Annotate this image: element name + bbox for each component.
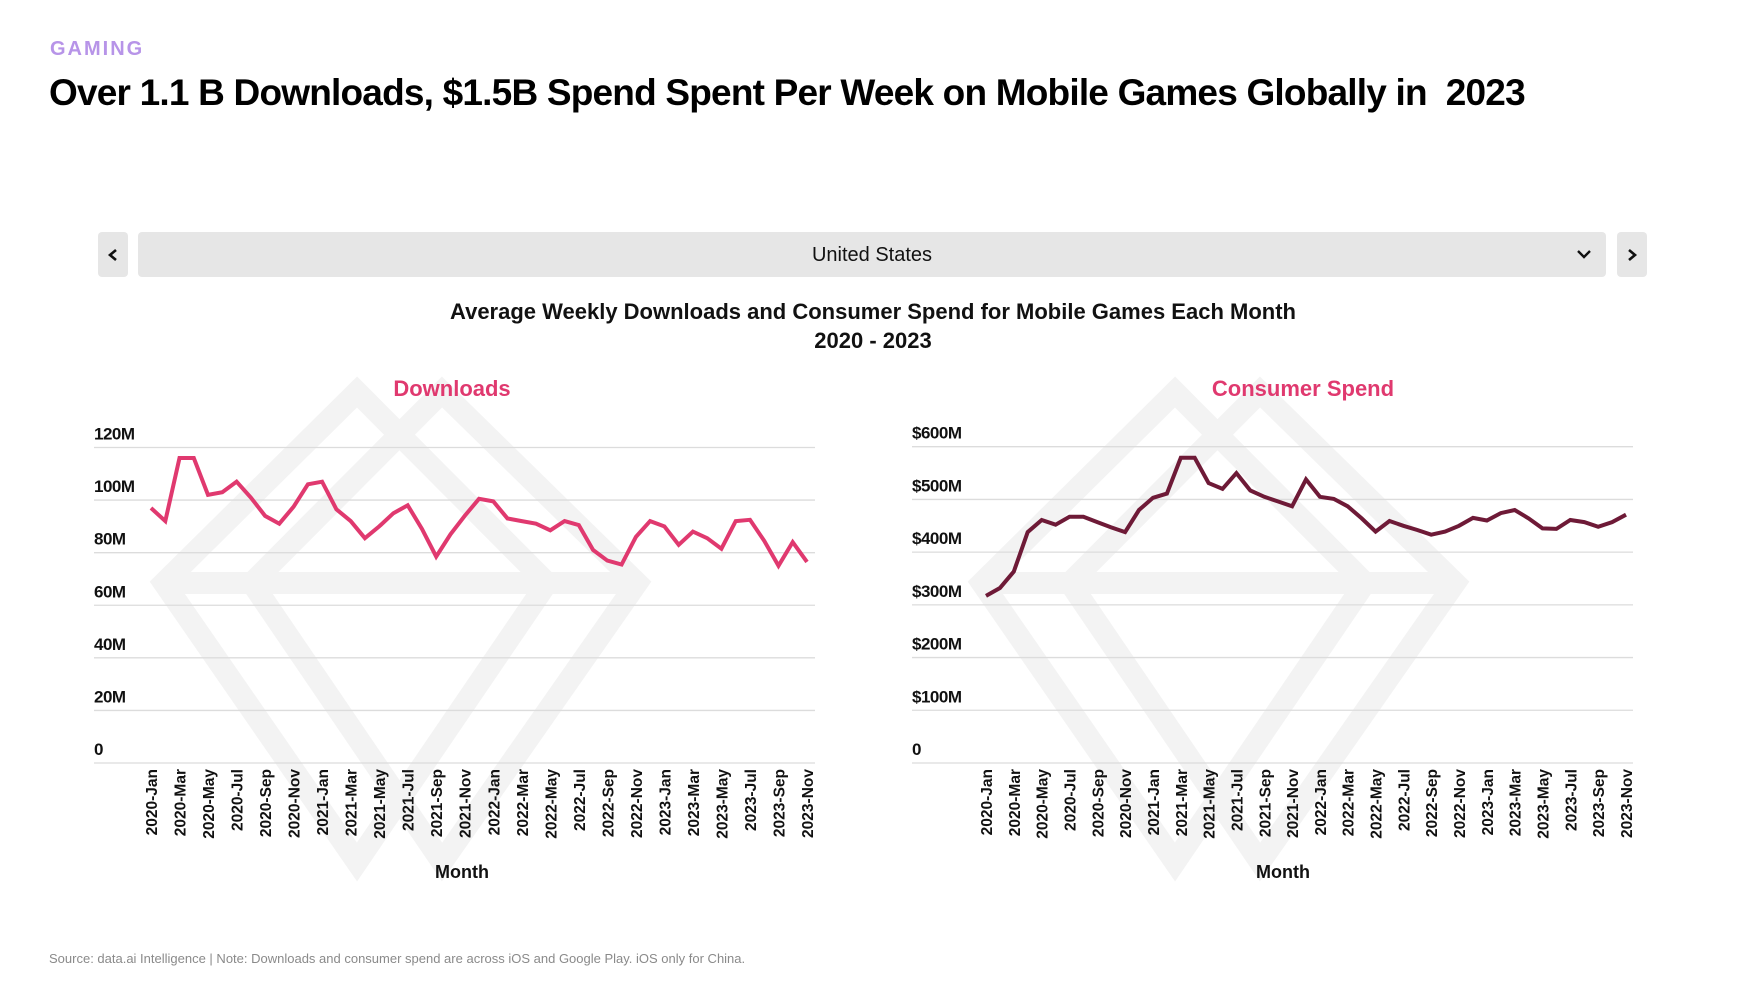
x-tick-label: 2021-Sep bbox=[1257, 769, 1274, 837]
x-tick-label: 2021-Sep bbox=[429, 769, 446, 837]
x-tick-label: 2020-Jul bbox=[1062, 769, 1079, 831]
y-tick-label: 60M bbox=[94, 582, 126, 601]
chart-title: Average Weekly Downloads and Consumer Sp… bbox=[450, 299, 1296, 324]
x-tick-label: 2023-Mar bbox=[686, 769, 703, 836]
y-tick-label: 0 bbox=[912, 740, 921, 759]
x-tick-label: 2021-May bbox=[1202, 769, 1219, 839]
x-tick-label: 2021-Mar bbox=[344, 769, 361, 836]
x-tick-label: 2020-Jan bbox=[144, 769, 161, 835]
x-tick-label: 2021-May bbox=[372, 769, 389, 839]
x-tick-label: 2021-Jan bbox=[315, 769, 332, 835]
x-tick-label: 2022-Mar bbox=[1341, 769, 1358, 836]
x-tick-label: 2020-Jan bbox=[979, 769, 996, 835]
y-tick-label: 20M bbox=[94, 687, 126, 706]
x-tick-label: 2021-Mar bbox=[1174, 769, 1191, 836]
x-tick-label: 2022-May bbox=[1369, 769, 1386, 839]
y-tick-label: $200M bbox=[912, 635, 962, 654]
x-tick-label: 2020-Nov bbox=[1118, 769, 1135, 838]
watermark-logo bbox=[149, 376, 652, 882]
x-tick-label: 2022-Sep bbox=[600, 769, 617, 837]
downloads-chart: 0 20M 40M 60M 80M 100M 120M Downloads 2020-Jan 20… bbox=[94, 376, 817, 882]
page-title: Over 1.1 B Downloads, $1.5B Spend Spent … bbox=[49, 72, 1526, 113]
x-tick-label: 2023-May bbox=[714, 769, 731, 839]
y-tick-label: 120M bbox=[94, 425, 135, 444]
y-tick-label: $100M bbox=[912, 687, 962, 706]
x-tick-label: 2023-Jul bbox=[743, 769, 760, 831]
section-eyebrow: GAMING bbox=[50, 38, 145, 60]
x-tick-label: 2022-Jul bbox=[572, 769, 589, 831]
x-tick-label: 2020-May bbox=[1035, 769, 1052, 839]
x-tick-label: 2020-Sep bbox=[258, 769, 275, 837]
x-tick-label: 2020-Mar bbox=[1007, 769, 1024, 836]
country-dropdown-value: United States bbox=[811, 244, 933, 266]
x-tick-label: 2023-Jan bbox=[657, 769, 674, 835]
y-tick-label: $300M bbox=[912, 582, 962, 601]
x-tick-label: 2020-May bbox=[201, 769, 218, 839]
x-tick-label: 2022-Jan bbox=[486, 769, 503, 835]
watermark-logo bbox=[967, 376, 1470, 882]
panel-title: Downloads bbox=[393, 376, 510, 401]
x-tick-label: 2021-Nov bbox=[1285, 769, 1302, 838]
x-tick-label: 2021-Jul bbox=[401, 769, 418, 831]
chevron-down-icon bbox=[1577, 250, 1591, 259]
country-dropdown[interactable]: United States bbox=[138, 232, 1606, 277]
x-tick-label: 2023-Nov bbox=[800, 769, 817, 838]
chevron-left-icon bbox=[107, 248, 117, 261]
y-tick-label: 0 bbox=[94, 740, 103, 759]
x-tick-label: 2023-Jan bbox=[1480, 769, 1497, 835]
x-tick-label: 2022-Nov bbox=[629, 769, 646, 838]
x-tick-label: 2021-Jan bbox=[1146, 769, 1163, 835]
panel-title: Consumer Spend bbox=[1212, 376, 1394, 401]
y-tick-label: $400M bbox=[912, 529, 962, 548]
y-tick-label: 100M bbox=[94, 477, 135, 496]
x-tick-label: 2021-Jul bbox=[1229, 769, 1246, 831]
y-tick-label: $600M bbox=[912, 424, 962, 443]
x-tick-label: 2023-Mar bbox=[1508, 769, 1525, 836]
x-tick-label: 2022-Nov bbox=[1452, 769, 1469, 838]
x-tick-label: 2023-Sep bbox=[1591, 769, 1608, 837]
y-tick-label: 40M bbox=[94, 635, 126, 654]
chart-subtitle: 2020 - 2023 bbox=[814, 328, 932, 353]
x-tick-label: 2023-May bbox=[1536, 769, 1553, 839]
x-tick-label: 2020-Jul bbox=[230, 769, 247, 831]
x-tick-label: 2023-Jul bbox=[1563, 769, 1580, 831]
x-tick-label: 2023-Sep bbox=[771, 769, 788, 837]
x-tick-label: 2023-Nov bbox=[1619, 769, 1636, 838]
x-axis-title: Month bbox=[435, 862, 489, 882]
x-tick-label: 2020-Mar bbox=[173, 769, 190, 836]
x-axis-title: Month bbox=[1256, 862, 1310, 882]
chevron-right-icon bbox=[1628, 248, 1638, 261]
x-tick-label: 2021-Nov bbox=[458, 769, 475, 838]
x-tick-label: 2022-Jan bbox=[1313, 769, 1330, 835]
x-tick-label: 2022-Sep bbox=[1424, 769, 1441, 837]
y-tick-label: $500M bbox=[912, 476, 962, 495]
y-tick-label: 80M bbox=[94, 530, 126, 549]
consumer-spend-chart: 0 $100M $200M $300M $400M $500M $600M Consumer … bbox=[912, 376, 1636, 882]
x-tick-label: 2020-Nov bbox=[287, 769, 304, 838]
x-tick-label: 2022-May bbox=[543, 769, 560, 839]
x-tick-label: 2022-Mar bbox=[515, 769, 532, 836]
next-button[interactable] bbox=[1617, 232, 1647, 277]
source-note: Source: data.ai Intelligence | Note: Dow… bbox=[49, 951, 746, 966]
x-tick-label: 2020-Sep bbox=[1090, 769, 1107, 837]
previous-button[interactable] bbox=[98, 232, 128, 277]
x-tick-label: 2022-Jul bbox=[1396, 769, 1413, 831]
